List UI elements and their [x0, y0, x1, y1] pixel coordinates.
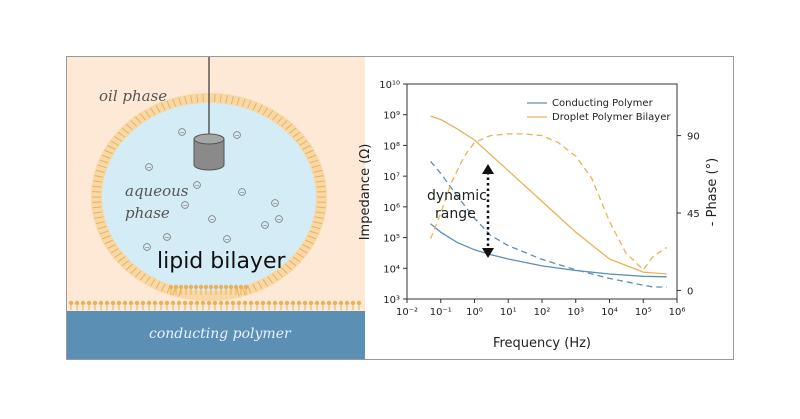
svg-text:−: − [224, 237, 229, 244]
legend-label-conducting-polymer: Conducting Polymer [552, 98, 654, 109]
x-tick-label: 10⁴ [601, 307, 618, 318]
impedance-line-conducting-polymer [430, 223, 667, 278]
y-axis-left: 10³ 10⁴ 10⁵ 10⁶ 10⁷ 10⁸ 10⁹ 10¹⁰ [379, 80, 407, 306]
phase-line-droplet-polymer-bilayer [429, 133, 668, 271]
series-group [429, 115, 668, 288]
bilayer-schematic: − − − − − − − − − − − − − oil phase aqueous phase li… [67, 57, 365, 359]
conducting-polymer-label: conducting polymer [149, 326, 291, 342]
legend: Conducting Polymer Droplet Polymer Bilay… [527, 98, 671, 123]
ion-icon: − [178, 128, 186, 137]
aqueous-droplet [102, 103, 316, 291]
ion-icon: − [181, 201, 189, 210]
lipid-bilayer-label: lipid bilayer [157, 249, 286, 274]
dynamic-range-arrow [482, 164, 494, 258]
ion-icon: − [208, 215, 216, 224]
x-tick-label: 10⁻¹ [430, 307, 452, 318]
x-tick-label: 10¹ [500, 307, 517, 318]
ion-icon: − [261, 221, 269, 230]
electrode-icon [193, 57, 225, 171]
y2-axis-label: - Phase (°) [705, 158, 720, 226]
x-tick-label: 10⁰ [466, 307, 483, 318]
schematic-drawing: − − − − − − − − − − − − − [67, 57, 365, 359]
phase-line-conducting-polymer [430, 160, 667, 288]
svg-text:−: − [276, 217, 281, 224]
x-axis-label: Frequency (Hz) [493, 336, 591, 351]
x-tick-label: 10² [534, 307, 551, 318]
x-axis: 10⁻² 10⁻¹ 10⁰ 10¹ 10² 10³ 10⁴ 10⁵ 10⁶ [396, 299, 685, 318]
svg-text:−: − [164, 235, 169, 242]
y-tick-label: 10⁵ [383, 234, 400, 245]
oil-phase-label: oil phase [99, 87, 168, 105]
svg-text:−: − [272, 201, 277, 208]
x-tick-label: 10⁻² [396, 307, 418, 318]
x-tick-label: 10⁵ [635, 307, 652, 318]
svg-text:−: − [182, 203, 187, 210]
impedance-chart: 10⁻² 10⁻¹ 10⁰ 10¹ 10² 10³ 10⁴ 10⁵ 10⁶ 10³10⁴10⁵1… [358, 80, 720, 351]
y-tick-label: 10⁸ [383, 141, 400, 152]
svg-text:−: − [146, 165, 151, 172]
dynamic-range-label-line1: dynamic [427, 188, 487, 204]
y2-tick-label: 45 [687, 209, 700, 220]
legend-label-droplet-polymer-bilayer: Droplet Polymer Bilayer [552, 112, 671, 123]
ion-icon: − [271, 199, 279, 208]
y2-tick-label: 0 [687, 286, 693, 297]
droplet-lipid-monolayer [92, 94, 326, 297]
ion-icon: − [193, 181, 201, 190]
x-tick-label: 10⁶ [669, 307, 686, 318]
svg-text:−: − [194, 183, 199, 190]
y-tick-label: 10⁹ [383, 111, 400, 122]
ion-icon: − [143, 243, 151, 252]
ion-icon: − [163, 233, 171, 242]
ion-icon: − [145, 163, 153, 172]
aqueous-phase-label-line1: aqueous [125, 182, 189, 200]
svg-text:−: − [144, 245, 149, 252]
x-tick-label: 10³ [567, 307, 584, 318]
y-tick-label: 10⁷ [383, 172, 400, 183]
ion-markers: − − − − − − − − − − − − − [143, 128, 283, 252]
y-tick-label: 10³ [383, 295, 400, 306]
svg-text:−: − [234, 133, 239, 140]
ion-icon: − [275, 215, 283, 224]
y-tick-label: 10¹⁰ [379, 80, 400, 91]
svg-text:−: − [209, 217, 214, 224]
y-axis-label: Impedance (Ω) [358, 144, 373, 241]
y-axis-right: 0 45 90 [677, 132, 700, 297]
ion-icon: − [233, 131, 241, 140]
y-tick-label: 10⁴ [383, 264, 400, 275]
dynamic-range-label-line2: range [435, 206, 476, 222]
svg-text:−: − [179, 130, 184, 137]
ion-icon: − [238, 188, 246, 197]
aqueous-phase-label-line2: phase [125, 204, 170, 222]
impedance-line-droplet-polymer-bilayer [430, 115, 667, 275]
y-tick-label: 10⁶ [383, 203, 400, 214]
y2-tick-label: 90 [687, 132, 700, 143]
lipid-bilayer-layer [68, 284, 362, 310]
ion-icon: − [223, 235, 231, 244]
svg-text:−: − [239, 190, 244, 197]
conducting-polymer-layer [67, 311, 365, 359]
svg-text:−: − [262, 223, 267, 230]
